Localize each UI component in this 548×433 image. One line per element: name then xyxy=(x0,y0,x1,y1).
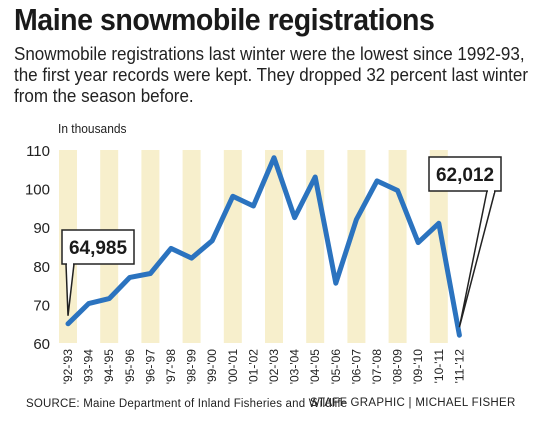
column-band xyxy=(265,150,283,343)
x-tick-label: '97-'98 xyxy=(164,349,178,385)
column-band xyxy=(388,150,407,343)
column-bands xyxy=(59,150,448,343)
y-tick-label: 70 xyxy=(33,297,50,314)
x-tick-label: '03-'04 xyxy=(288,349,302,385)
x-tick-label: '01-'02 xyxy=(246,349,260,385)
column-band xyxy=(223,150,242,343)
series-line xyxy=(65,155,462,338)
x-tick-label: '06-'07 xyxy=(349,349,363,385)
chart-subtitle: Snowmobile registrations last winter wer… xyxy=(14,44,529,106)
callout-box xyxy=(61,229,135,265)
source-text: SOURCE: Maine Department of Inland Fishe… xyxy=(26,398,348,410)
callout-gap xyxy=(67,262,73,266)
y-tick-label: 60 xyxy=(33,336,50,353)
x-tick-label: '94-'95 xyxy=(102,349,116,385)
callout-label: 62,012 xyxy=(436,165,494,186)
callouts: 64,985 62,012 xyxy=(61,156,502,328)
column-band xyxy=(141,150,160,343)
callout-gap xyxy=(488,189,494,193)
callout-pointer xyxy=(458,190,496,328)
y-tick-label: 80 xyxy=(33,259,50,276)
callout-label: 64,985 xyxy=(69,238,128,259)
y-axis: 60 70 80 90 100 110 xyxy=(25,143,50,353)
y-tick-label: 100 xyxy=(25,182,50,199)
x-tick-label: '99-'00 xyxy=(205,349,219,385)
x-axis: '92-'93 '93-'94 '94-'95 '95-'96 '96-'97 '97-'… xyxy=(61,349,466,385)
column-band xyxy=(347,150,366,343)
staff-credit: STAFF GRAPHIC | MICHAEL FISHER xyxy=(310,397,516,409)
x-tick-label: '04-'05 xyxy=(308,349,322,385)
y-tick-label: 110 xyxy=(26,143,50,160)
x-tick-label: '10-'11 xyxy=(432,349,446,384)
x-tick-label: '07-'08 xyxy=(370,349,384,385)
x-tick-label: '05-'06 xyxy=(329,349,343,385)
x-tick-label: '08-'09 xyxy=(391,349,405,385)
x-tick-label: '09-'10 xyxy=(411,349,425,385)
source-note: SOURCE: Maine Department of Inland Fishe… xyxy=(26,397,347,411)
callout-pointer xyxy=(65,263,75,316)
x-tick-label: '96-'97 xyxy=(143,349,157,385)
series-line-path xyxy=(65,155,462,338)
x-tick-label: '02-'03 xyxy=(267,349,281,385)
unit-label: In thousands xyxy=(58,121,127,136)
chart-title: Maine snowmobile registrations xyxy=(14,2,435,37)
x-tick-label: '93-'94 xyxy=(82,349,96,385)
column-band xyxy=(182,150,201,343)
y-tick-label: 90 xyxy=(33,220,50,237)
x-tick-label: '92-'93 xyxy=(61,349,75,385)
x-tick-label: '95-'96 xyxy=(123,349,137,385)
callout-box xyxy=(428,156,502,192)
x-tick-label: '98-'99 xyxy=(185,349,199,385)
x-tick-label: '00-'01 xyxy=(226,349,240,385)
x-tick-label: '11-'12 xyxy=(452,349,466,384)
column-band xyxy=(429,150,448,343)
